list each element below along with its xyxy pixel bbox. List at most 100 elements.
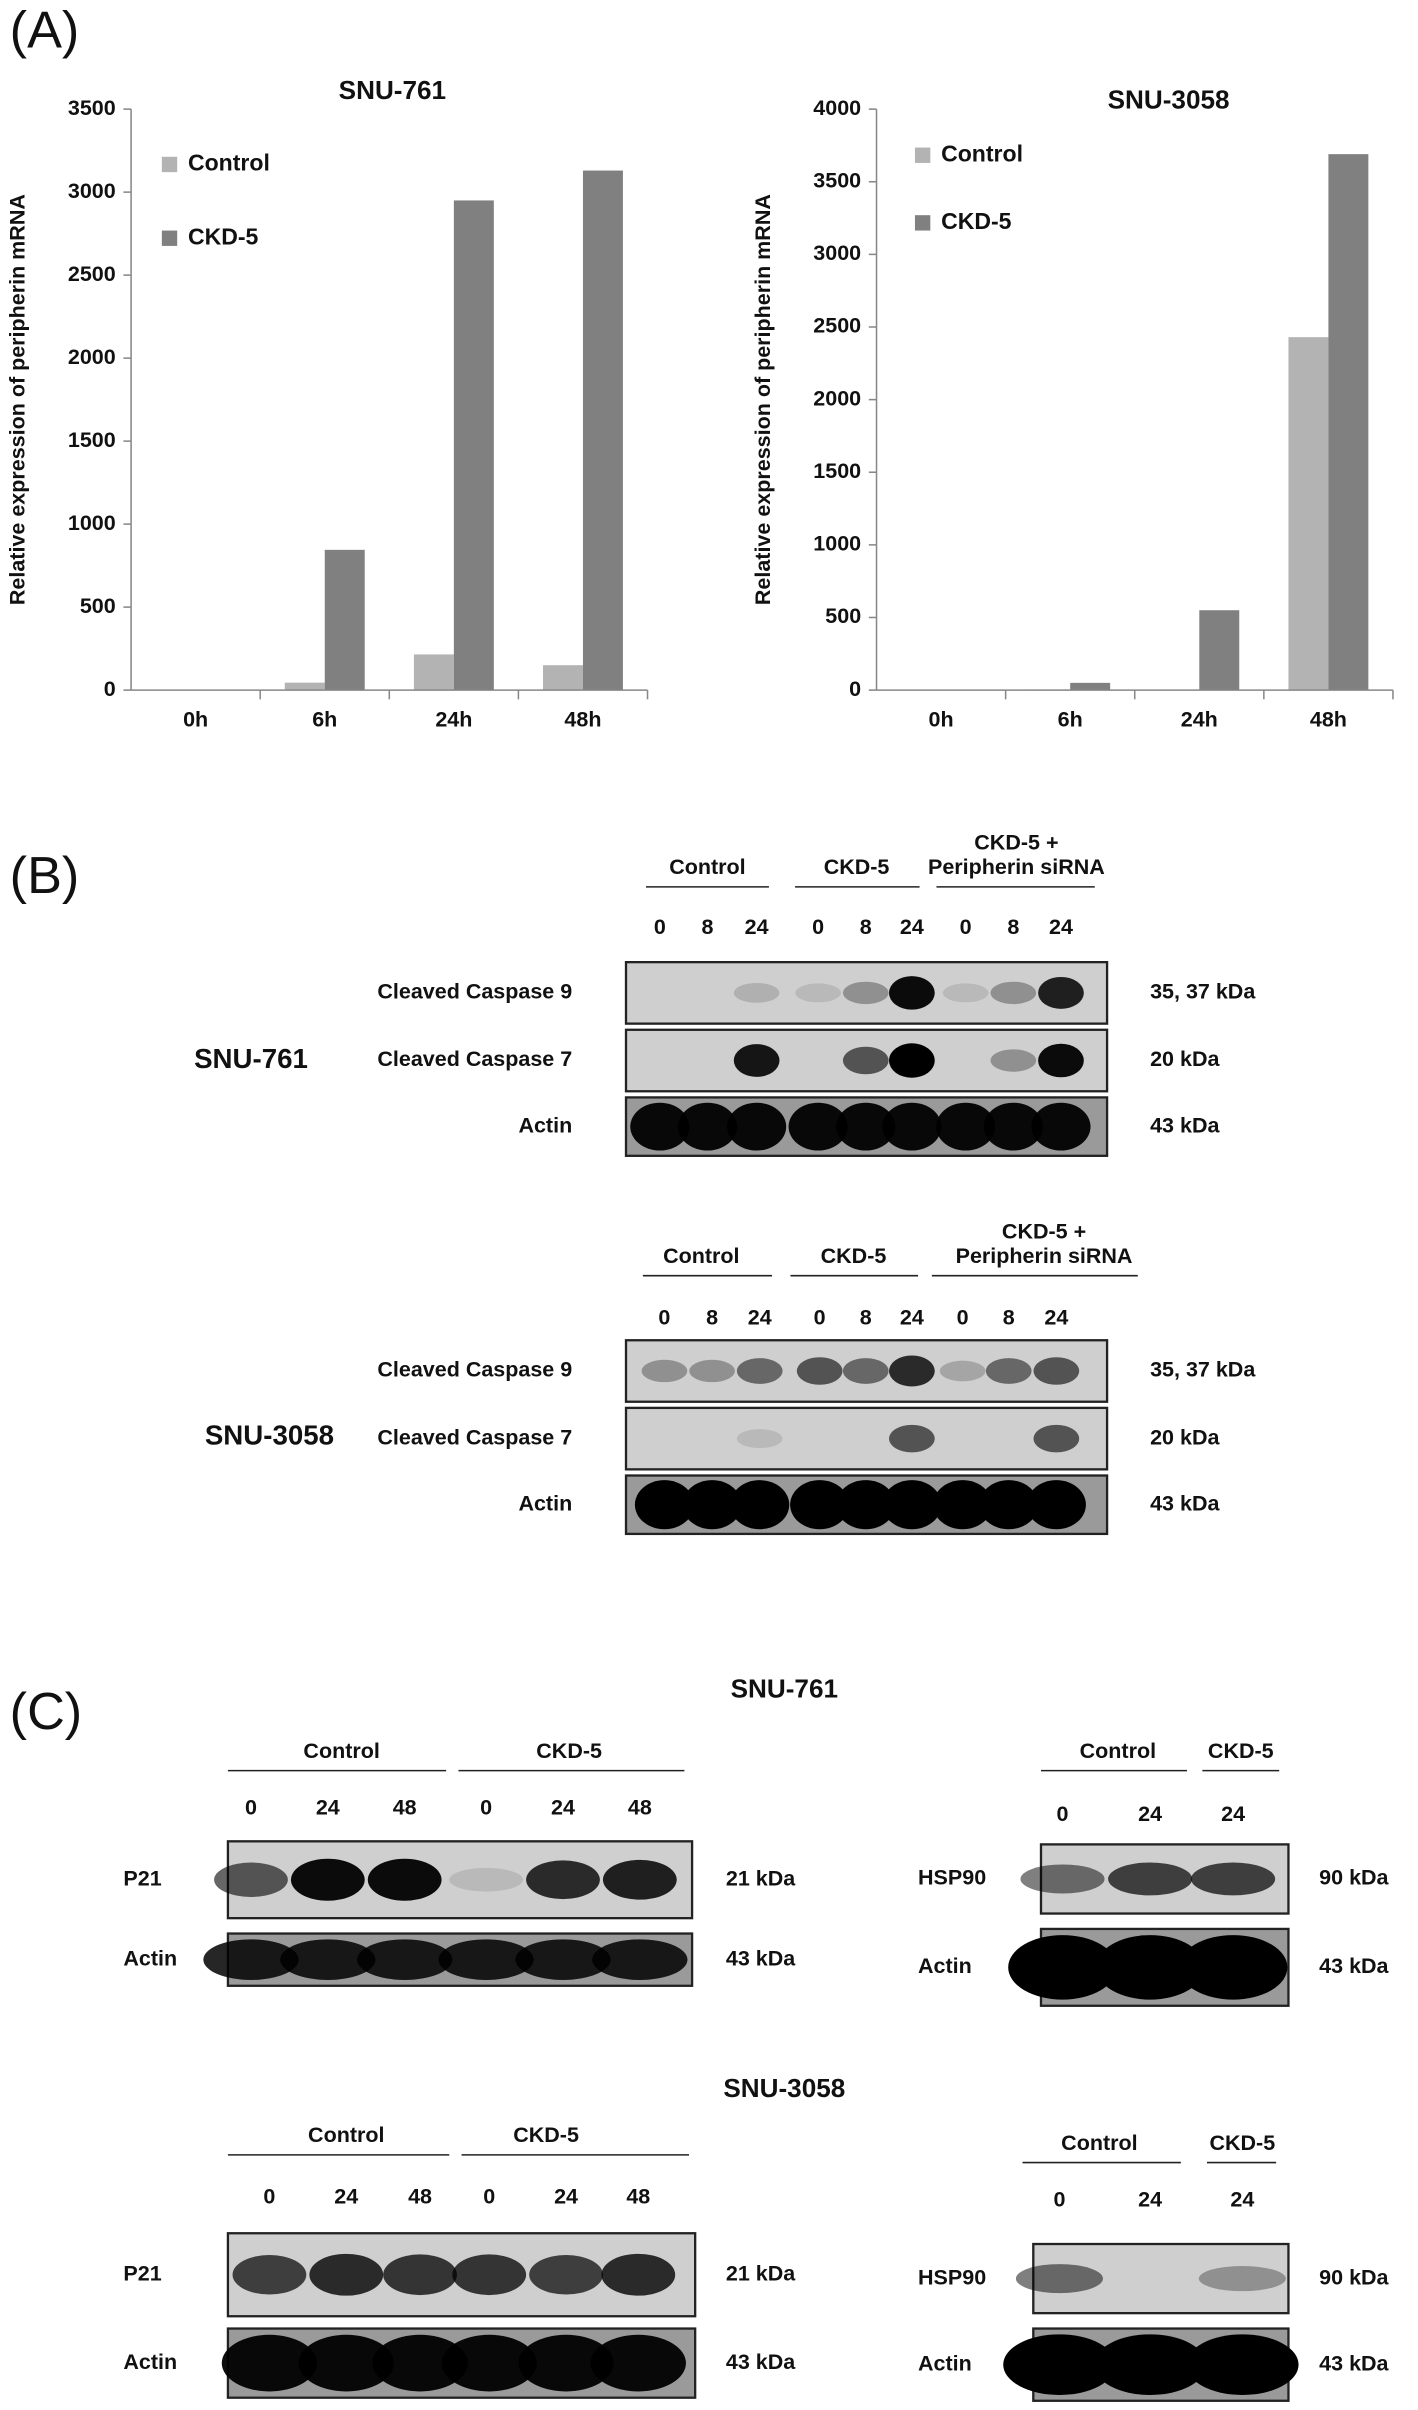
lane-label: 0 (957, 1305, 969, 1329)
band (1033, 1424, 1080, 1453)
size-label: 90 kDa (1319, 1866, 1389, 1890)
band (882, 1102, 942, 1151)
row-label: Actin (518, 1113, 572, 1137)
bar (1199, 610, 1240, 691)
blot-strip (624, 1406, 1109, 1471)
group-label: Control (663, 1244, 739, 1268)
bar (413, 654, 454, 691)
x-tick-label: 0h (183, 708, 208, 732)
band (983, 1102, 1043, 1151)
x-tick-label: 48h (1310, 708, 1347, 732)
size-label: 43 kDa (1150, 1491, 1220, 1515)
band (590, 2334, 686, 2392)
size-label: 35, 37 kDa (1150, 1358, 1256, 1382)
lane-label: 48 (626, 2185, 650, 2209)
band (889, 1424, 935, 1453)
lane-label: 8 (860, 1305, 872, 1329)
band (889, 1355, 935, 1387)
band (452, 2254, 527, 2296)
lane-label: 8 (1007, 915, 1019, 939)
y-tick-label: 1500 (813, 459, 861, 483)
band (727, 1102, 787, 1151)
band (795, 983, 841, 1003)
lane-label: 24 (1138, 2188, 1162, 2212)
band (367, 1858, 442, 1901)
lane-label: 24 (900, 915, 924, 939)
band (730, 1480, 790, 1530)
legend-label: Control (188, 150, 270, 176)
lane-label: 24 (334, 2185, 358, 2209)
row-label: Cleaved Caspase 7 (377, 1425, 572, 1449)
band (601, 2253, 676, 2296)
bar (582, 170, 623, 691)
blot-title: SNU-3058 (723, 2073, 845, 2103)
row-label: P21 (123, 1866, 161, 1890)
band (1191, 1862, 1276, 1896)
group-label: CKD-5 (824, 855, 890, 879)
group-label: Peripherin siRNA (956, 1244, 1133, 1268)
lane-label: 0 (245, 1796, 257, 1820)
band (1026, 1480, 1086, 1530)
lane-label: 0 (263, 2185, 275, 2209)
band (290, 1858, 365, 1901)
lane-label: 0 (480, 1796, 492, 1820)
row-label: Actin (918, 1954, 972, 1978)
lane-label: 24 (1230, 2188, 1254, 2212)
band (1031, 1102, 1091, 1151)
lane-label: 24 (551, 1796, 575, 1820)
size-label: 43 kDa (1150, 1113, 1220, 1137)
y-tick-label: 2500 (813, 314, 861, 338)
size-label: 20 kDa (1150, 1047, 1220, 1071)
band (232, 2254, 307, 2295)
lane-label: 48 (393, 1796, 417, 1820)
lane-label: 24 (1221, 1802, 1245, 1826)
row-label: HSP90 (918, 2265, 986, 2289)
size-label: 43 kDa (726, 1946, 796, 1970)
band (602, 1859, 677, 1900)
band (736, 1358, 783, 1384)
group-label: CKD-5 + (1002, 1219, 1086, 1243)
y-tick-label: 0 (849, 677, 861, 701)
y-tick-label: 0 (104, 677, 116, 701)
blot-strip (624, 961, 1109, 1025)
band (836, 1480, 896, 1530)
band (836, 1102, 896, 1151)
band (1186, 2334, 1299, 2395)
y-tick-label: 4000 (813, 96, 861, 120)
bar (543, 665, 583, 691)
group-label: CKD-5 + (974, 830, 1058, 854)
legend-label: CKD-5 (941, 208, 1012, 234)
band (1033, 1357, 1080, 1385)
bar (1070, 682, 1111, 691)
size-label: 43 kDa (1319, 2351, 1389, 2375)
size-label: 43 kDa (726, 2350, 796, 2374)
row-label: Actin (918, 2351, 972, 2375)
band (383, 2254, 457, 2296)
bar (453, 200, 494, 691)
group-label: Peripherin siRNA (928, 855, 1105, 879)
y-tick-label: 3500 (813, 168, 861, 192)
lane-label: 24 (1049, 915, 1073, 939)
lane-label: 24 (748, 1305, 772, 1329)
row-label: P21 (123, 2261, 161, 2285)
band (936, 1102, 996, 1151)
legend-label: CKD-5 (188, 223, 259, 249)
band (796, 1357, 843, 1385)
y-tick-label: 2000 (813, 386, 861, 410)
band (682, 1480, 742, 1530)
lane-label: 24 (554, 2185, 578, 2209)
lane-label: 0 (814, 1305, 826, 1329)
band (529, 2254, 603, 2295)
band (203, 1939, 299, 1980)
band (842, 1358, 889, 1384)
lane-label: 0 (1057, 1802, 1069, 1826)
band (677, 1102, 738, 1151)
row-label: Actin (518, 1491, 572, 1515)
band (592, 1939, 688, 1980)
band (1020, 1864, 1105, 1894)
group-label: Control (303, 1739, 379, 1763)
legend-label: Control (941, 140, 1023, 166)
group-label: Control (308, 2123, 384, 2147)
band (280, 1939, 376, 1980)
y-tick-label: 2500 (68, 262, 116, 286)
